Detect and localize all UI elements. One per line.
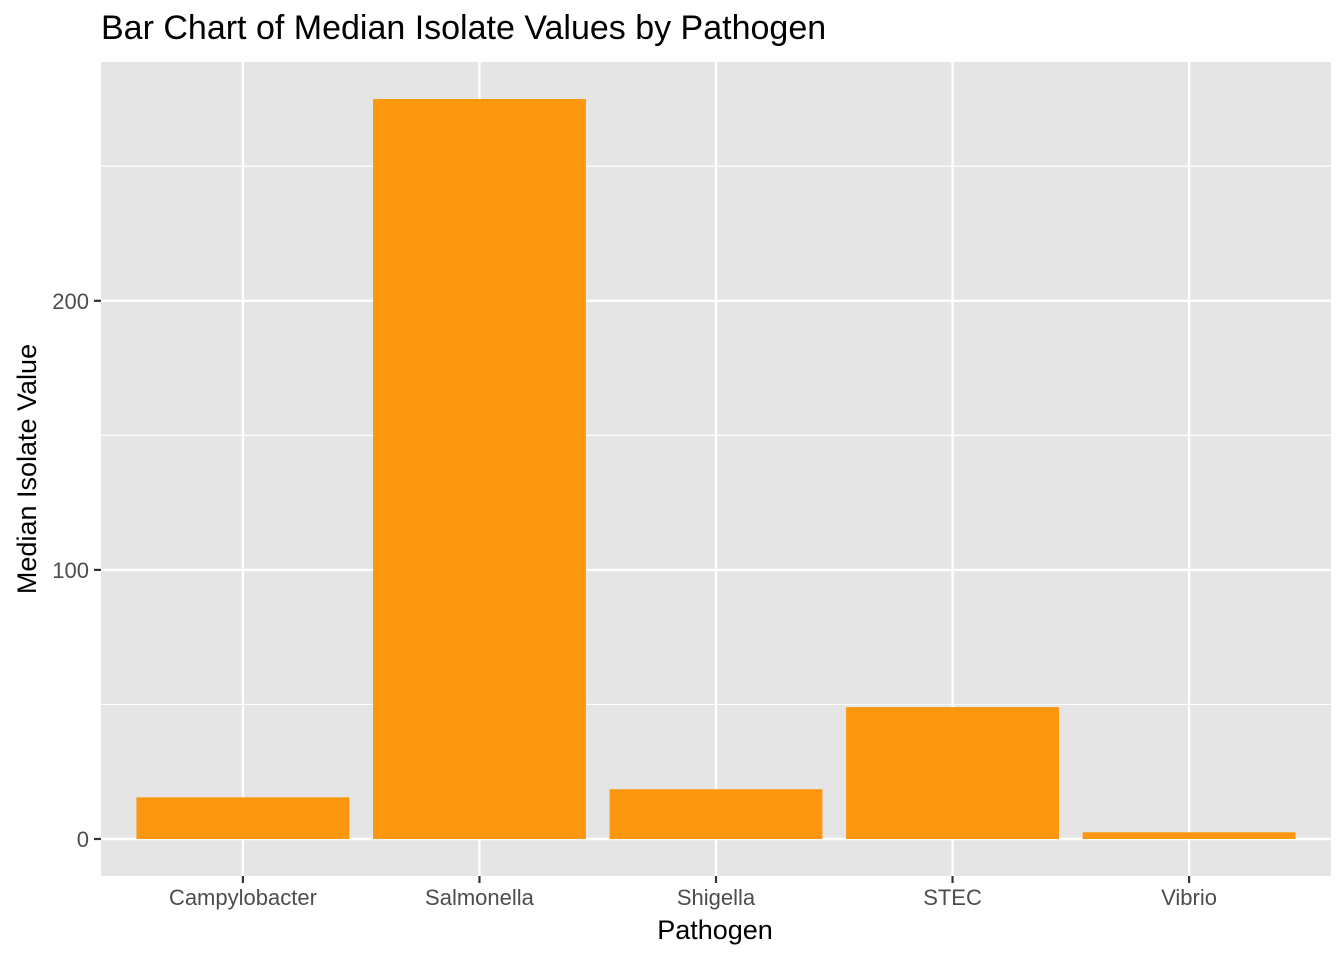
x-tick-label: Shigella	[677, 885, 756, 910]
y-axis-title: Median Isolate Value	[12, 344, 42, 594]
x-tick-label: STEC	[923, 885, 982, 910]
bar-shigella	[609, 789, 823, 839]
bar-vibrio	[1082, 832, 1296, 839]
bar-salmonella	[373, 99, 586, 839]
x-axis: Campylobacter Salmonella Shigella STEC Vibri…	[169, 876, 1217, 910]
y-axis: 0 100 200	[52, 289, 101, 852]
y-tick-label: 0	[77, 827, 89, 852]
bar-campylobacter	[136, 797, 350, 839]
x-tick-label: Salmonella	[425, 885, 535, 910]
bar-stec	[846, 707, 1059, 839]
x-tick-label: Vibrio	[1161, 885, 1217, 910]
chart-title: Bar Chart of Median Isolate Values by Pa…	[101, 9, 826, 47]
y-tick-label: 200	[52, 289, 89, 314]
x-axis-title: Pathogen	[657, 915, 773, 945]
bars	[136, 99, 1296, 839]
y-tick-label: 100	[52, 558, 89, 583]
x-tick-label: Campylobacter	[169, 885, 317, 910]
